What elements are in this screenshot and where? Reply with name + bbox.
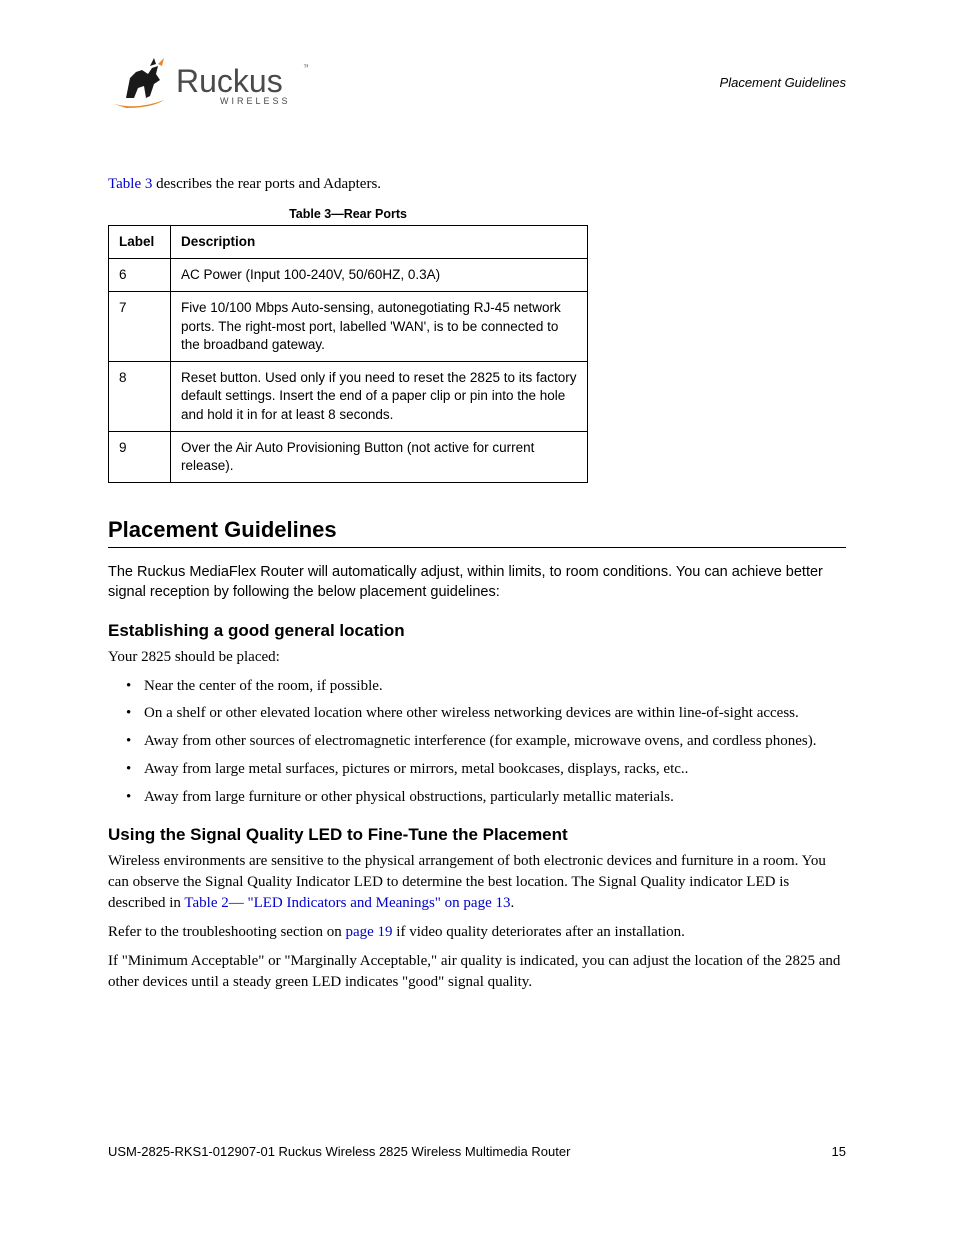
table-row: 6 AC Power (Input 100-240V, 50/60HZ, 0.3… (109, 259, 588, 292)
section-heading: Placement Guidelines (108, 517, 846, 548)
cell-label: 8 (109, 362, 171, 432)
subsection-heading: Establishing a good general location (108, 621, 846, 641)
cell-desc: Reset button. Used only if you need to r… (171, 362, 588, 432)
header-section-ref: Placement Guidelines (720, 75, 846, 90)
footer-doc-id: USM-2825-RKS1-012907-01 Ruckus Wireless … (108, 1144, 570, 1159)
list-item: On a shelf or other elevated location wh… (108, 703, 846, 724)
cell-label: 7 (109, 292, 171, 362)
th-description: Description (171, 226, 588, 259)
page-header: Ruckus ™ WIRELESS Placement Guidelines (108, 48, 846, 116)
cell-desc: AC Power (Input 100-240V, 50/60HZ, 0.3A) (171, 259, 588, 292)
body-paragraph: Refer to the troubleshooting section on … (108, 922, 846, 943)
table-row: 7 Five 10/100 Mbps Auto-sensing, autoneg… (109, 292, 588, 362)
svg-text:™: ™ (303, 63, 308, 72)
table-row: 8 Reset button. Used only if you need to… (109, 362, 588, 432)
page-19-link[interactable]: page 19 (345, 924, 392, 940)
subsection-heading: Using the Signal Quality LED to Fine-Tun… (108, 825, 846, 845)
table-caption: Table 3—Rear Ports (108, 207, 588, 221)
section-intro: The Ruckus MediaFlex Router will automat… (108, 562, 846, 603)
th-label: Label (109, 226, 171, 259)
svg-text:WIRELESS: WIRELESS (220, 96, 291, 106)
page-number: 15 (832, 1144, 846, 1159)
ruckus-logo: Ruckus ™ WIRELESS (108, 48, 308, 116)
cell-desc: Over the Air Auto Provisioning Button (n… (171, 431, 588, 482)
intro-paragraph: Table 3 describes the rear ports and Ada… (108, 176, 846, 193)
cell-label: 9 (109, 431, 171, 482)
list-item: Away from large metal surfaces, pictures… (108, 759, 846, 780)
body-paragraph: If "Minimum Acceptable" or "Marginally A… (108, 951, 846, 993)
table-row: 9 Over the Air Auto Provisioning Button … (109, 431, 588, 482)
page-footer: USM-2825-RKS1-012907-01 Ruckus Wireless … (108, 1144, 846, 1159)
list-item: Away from other sources of electromagnet… (108, 731, 846, 752)
cell-label: 6 (109, 259, 171, 292)
list-item: Near the center of the room, if possible… (108, 676, 846, 697)
cell-desc: Five 10/100 Mbps Auto-sensing, autonegot… (171, 292, 588, 362)
table-3-link[interactable]: Table 3 (108, 176, 152, 192)
rear-ports-table: Label Description 6 AC Power (Input 100-… (108, 225, 588, 483)
placement-bullets: Near the center of the room, if possible… (108, 676, 846, 807)
intro-text: describes the rear ports and Adapters. (152, 176, 381, 192)
sub-lead: Your 2825 should be placed: (108, 647, 846, 668)
svg-text:Ruckus: Ruckus (176, 63, 283, 99)
list-item: Away from large furniture or other physi… (108, 787, 846, 808)
body-paragraph: Wireless environments are sensitive to t… (108, 851, 846, 914)
table-2-link[interactable]: Table 2— "LED Indicators and Meanings" o… (184, 895, 510, 911)
